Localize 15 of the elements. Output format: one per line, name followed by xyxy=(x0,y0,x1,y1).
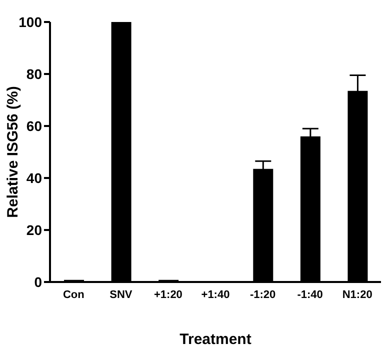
x-tick-label: +1:40 xyxy=(201,288,230,301)
y-tick-label: 100 xyxy=(18,14,42,30)
y-tick-label: 80 xyxy=(26,66,42,82)
y-tick-label: 60 xyxy=(26,118,42,134)
y-axis-title: Relative ISG56 (%) xyxy=(4,86,22,218)
x-tick-label: -1:40 xyxy=(297,288,323,301)
y-tick-label: 40 xyxy=(26,170,42,186)
x-tick-label: N1:20 xyxy=(342,288,372,301)
y-tick-label: 0 xyxy=(34,274,42,290)
x-tick-label: +1:20 xyxy=(154,288,182,301)
x-tick-label: Con xyxy=(62,288,85,301)
x-axis-title: Treatment xyxy=(180,331,252,348)
x-tick-label: SNV xyxy=(110,288,133,301)
y-tick-label: 20 xyxy=(26,222,42,238)
x-tick-label: -1:20 xyxy=(250,288,276,301)
